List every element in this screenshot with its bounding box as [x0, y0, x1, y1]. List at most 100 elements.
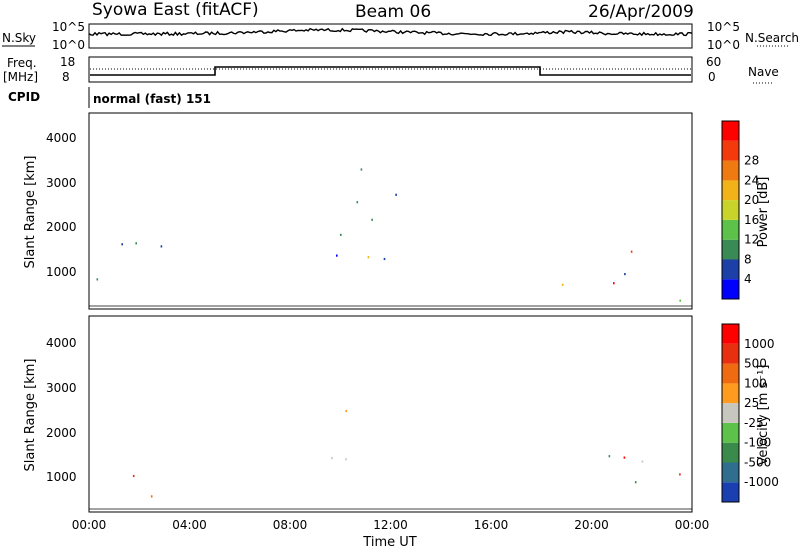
power-colorbar-title: Power [dB]	[756, 177, 771, 248]
power-cell	[561, 283, 564, 286]
power-colorbar-label: 12	[744, 233, 759, 247]
velocity-colorbar-label: -100	[744, 436, 771, 450]
xtick-2: 08:00	[273, 518, 308, 532]
power-colorbar-swatch	[722, 279, 739, 299]
velocity-y-axis: 1000 2000 3000 4000	[46, 336, 77, 484]
x-axis: 00:00 04:00 08:00 12:00 16:00 20:00 00:0…	[72, 518, 710, 532]
freq-unit-label: [MHz]	[3, 70, 38, 84]
freq-trace	[90, 66, 691, 76]
velocity-cell	[641, 460, 644, 463]
velocity-colorbar: 1000 500 100 25 -25 -100 -500 -1000	[721, 323, 779, 503]
velocity-colorbar-swatch	[722, 403, 739, 423]
power-colorbar-swatch	[722, 140, 739, 161]
nsky-tick-top: 10^5	[52, 20, 85, 34]
velocity-panel: 1000 2000 3000 4000 Slant Range [km]	[23, 315, 693, 513]
velocity-colorbar-label: 500	[744, 357, 767, 371]
power-cell	[340, 233, 342, 236]
velocity-cell	[608, 455, 611, 458]
nave-tick-bottom: 0	[708, 70, 716, 84]
velocity-heatmap	[89, 409, 692, 510]
power-cell	[160, 245, 163, 248]
nave-label: Nave	[748, 65, 779, 79]
velocity-colorbar-label: -500	[744, 455, 771, 469]
x-axis-title: Time UT	[362, 535, 416, 550]
xtick-3: 12:00	[373, 518, 408, 532]
velocity-panel-frame	[88, 315, 693, 513]
velocity-cell	[150, 495, 153, 498]
power-colorbar-swatch	[722, 219, 739, 240]
cpid-text: normal (fast) 151	[93, 92, 211, 106]
power-y-axis: 1000 2000 3000 4000	[46, 131, 77, 279]
power-colorbar-swatch	[722, 200, 739, 220]
power-cell	[96, 278, 99, 281]
nsky-line	[88, 27, 693, 37]
power-cell	[356, 201, 359, 204]
velocity-cell	[345, 458, 347, 461]
vel-ytick-3000: 3000	[46, 381, 77, 395]
power-colorbar-label: 4	[744, 272, 752, 286]
xtick-4: 16:00	[474, 518, 509, 532]
nave-tick-top: 60	[706, 55, 721, 69]
power-colorbar-swatch	[722, 239, 739, 260]
velocity-cell	[132, 474, 135, 478]
power-colorbar-label: 28	[744, 154, 759, 168]
power-y-axis-title: Slant Range [km]	[23, 156, 38, 269]
power-colorbar-label: 20	[744, 193, 759, 207]
noise-strip-frame	[88, 23, 693, 49]
velocity-colorbar-swatch	[722, 363, 739, 384]
station-title: Syowa East (fitACF)	[92, 0, 259, 20]
power-colorbar-label: 8	[744, 252, 752, 266]
freq-strip-frame	[88, 56, 693, 83]
power-heatmap	[89, 168, 692, 307]
velocity-cell	[623, 456, 626, 459]
velocity-cell	[345, 409, 347, 413]
velocity-colorbar-swatch	[722, 462, 739, 483]
vel-ytick-2000: 2000	[46, 426, 77, 440]
velocity-colorbar-swatch	[722, 324, 739, 344]
velocity-colorbar-swatch	[722, 422, 739, 443]
xtick-0: 00:00	[72, 518, 107, 532]
nsky-tick-bottom: 10^0	[52, 38, 85, 52]
power-colorbar-label: 24	[744, 173, 759, 187]
power-colorbar-swatch	[722, 121, 739, 141]
power-cell	[336, 254, 338, 257]
vel-ytick-1000: 1000	[46, 470, 77, 484]
velocity-colorbar-label: -25	[744, 416, 764, 430]
beam-title: Beam 06	[355, 2, 431, 22]
power-cell	[135, 242, 137, 245]
velocity-cell	[679, 473, 681, 476]
power-panel-frame	[88, 112, 693, 310]
power-cell	[371, 218, 373, 221]
power-colorbar-label: 16	[744, 213, 759, 227]
velocity-colorbar-title: Velocity [m s⁻¹]	[756, 365, 771, 466]
nsearch-tick-top: 10^5	[707, 20, 740, 34]
power-ytick-2000: 2000	[46, 220, 77, 234]
power-colorbar-swatch	[722, 160, 739, 181]
velocity-colorbar-swatch	[722, 482, 739, 502]
velocity-colorbar-label: 25	[744, 396, 759, 410]
power-cell	[367, 256, 370, 259]
vel-ytick-4000: 4000	[46, 336, 77, 350]
velocity-y-axis-title: Slant Range [km]	[23, 359, 38, 472]
freq-label: Freq.	[7, 56, 37, 70]
nsearch-tick-bottom: 10^0	[707, 38, 740, 52]
freq-tick-top: 18	[60, 55, 75, 69]
power-colorbar-frame	[721, 120, 740, 300]
velocity-colorbar-label: 100	[744, 376, 767, 390]
cpid-label: CPID	[8, 90, 40, 104]
nsky-trace	[88, 27, 693, 37]
power-cell	[624, 273, 626, 276]
velocity-colorbar-label: 1000	[744, 337, 775, 351]
velocity-colorbar-swatch	[722, 343, 739, 364]
xtick-5: 20:00	[574, 518, 609, 532]
velocity-cell	[331, 457, 333, 460]
power-cell	[679, 299, 681, 302]
velocity-colorbar-swatch	[722, 383, 739, 404]
power-panel: 1000 2000 3000 4000 Slant Range [km]	[23, 112, 693, 310]
power-ytick-4000: 4000	[46, 131, 77, 145]
velocity-colorbar-frame	[721, 323, 740, 503]
power-cell	[383, 257, 386, 261]
velocity-colorbar-label: -1000	[744, 475, 779, 489]
